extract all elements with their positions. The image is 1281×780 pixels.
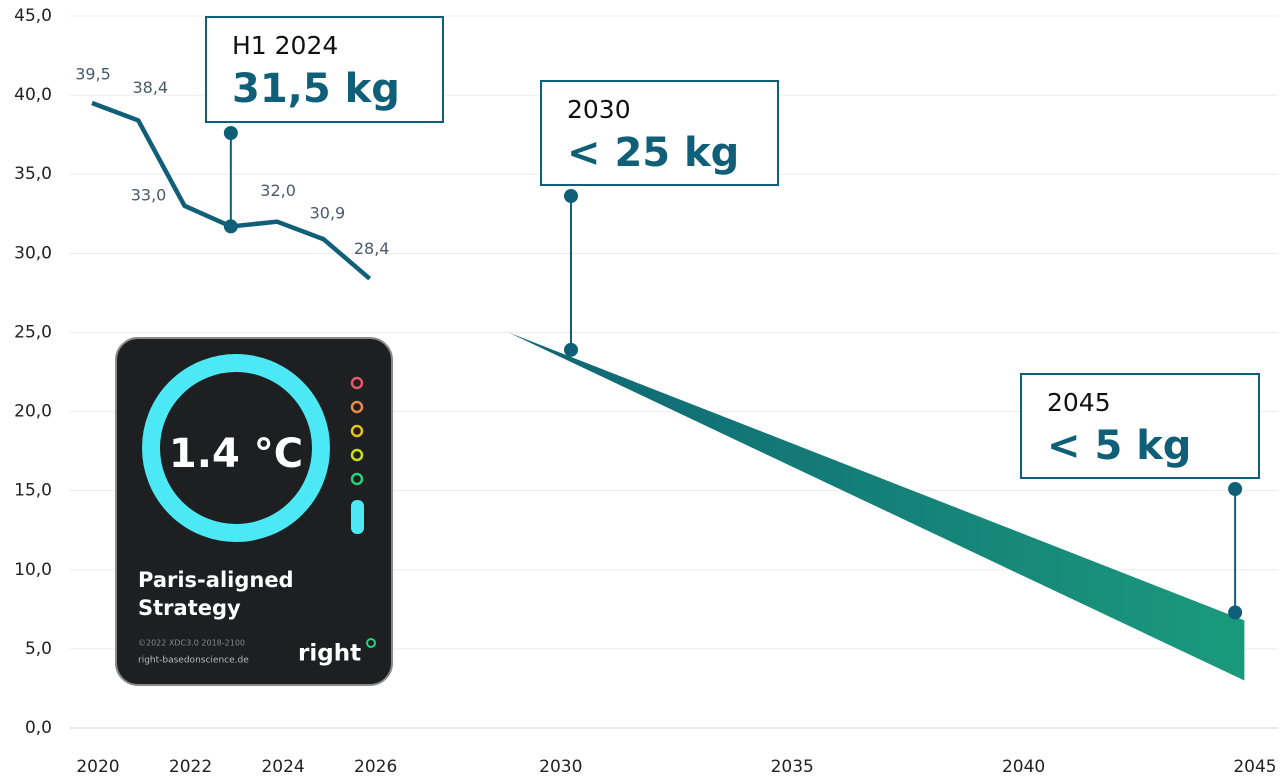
badge-url: right-basedonscience.de	[138, 656, 249, 666]
annotation-dot	[563, 189, 578, 203]
y-tick-label: 15,0	[14, 481, 52, 501]
badge-pill	[351, 500, 364, 534]
badge-brand: right	[298, 641, 361, 667]
badge-frame	[115, 337, 393, 686]
badge-line: Strategy	[138, 596, 241, 620]
annotation-box	[540, 80, 779, 186]
annotation-label: H1 2024	[232, 31, 338, 60]
badge-dot	[350, 448, 364, 462]
data-label: 38,4	[132, 78, 168, 97]
badge-dot	[350, 376, 364, 390]
x-tick-label: 2040	[1002, 757, 1045, 777]
badge-dot	[350, 472, 364, 486]
badge-dot	[350, 400, 364, 414]
x-tick-label: 2022	[169, 757, 212, 777]
badge-dot	[350, 424, 364, 438]
y-tick-label: 20,0	[14, 402, 52, 422]
y-tick-label: 40,0	[14, 85, 52, 105]
badge-meta: ©2022 XDC3.0 2018-2100	[138, 639, 245, 648]
y-tick-label: 25,0	[14, 322, 52, 342]
annotation-label: 2030	[567, 95, 631, 124]
annotation-value: < 25 kg	[567, 130, 739, 176]
badge-line: Paris-aligned	[138, 568, 294, 592]
data-label: 33,0	[131, 185, 167, 204]
x-tick-label: 2026	[354, 757, 397, 777]
y-tick-label: 0,0	[25, 718, 52, 738]
annotation-dot	[223, 126, 238, 140]
data-label: 28,4	[354, 239, 390, 258]
annotation-value: < 5 kg	[1047, 423, 1191, 469]
annotation-value: 31,5 kg	[232, 66, 400, 112]
x-tick-label: 2024	[261, 757, 304, 777]
badge: 1.4 °C Paris-aligned Strategy ©2022 XDC3…	[115, 337, 393, 686]
data-label: 32,0	[260, 181, 296, 200]
x-tick-label: 2035	[771, 757, 814, 777]
y-tick-label: 10,0	[14, 560, 52, 580]
badge-brand-dot	[366, 638, 376, 648]
data-label: 30,9	[310, 204, 346, 223]
annotation-point	[563, 342, 578, 357]
target-band	[369, 281, 1245, 681]
badge-temperature: 1.4 °C	[169, 431, 303, 477]
x-tick-label: 2020	[76, 757, 119, 777]
y-tick-label: 45,0	[14, 6, 52, 26]
annotation-box	[1020, 373, 1260, 479]
annotation-label: 2045	[1047, 388, 1111, 417]
y-tick-label: 5,0	[25, 639, 52, 659]
annotation-point	[1228, 605, 1243, 620]
x-tick-label: 2045	[1233, 757, 1276, 777]
annotation-point	[223, 219, 238, 234]
y-tick-label: 35,0	[14, 164, 52, 184]
x-tick-label: 2030	[539, 757, 582, 777]
annotation-box	[205, 16, 444, 123]
annotation-dot	[1228, 482, 1243, 496]
data-label: 39,5	[75, 65, 111, 84]
badge-ring	[142, 354, 330, 542]
y-tick-label: 30,0	[14, 243, 52, 263]
